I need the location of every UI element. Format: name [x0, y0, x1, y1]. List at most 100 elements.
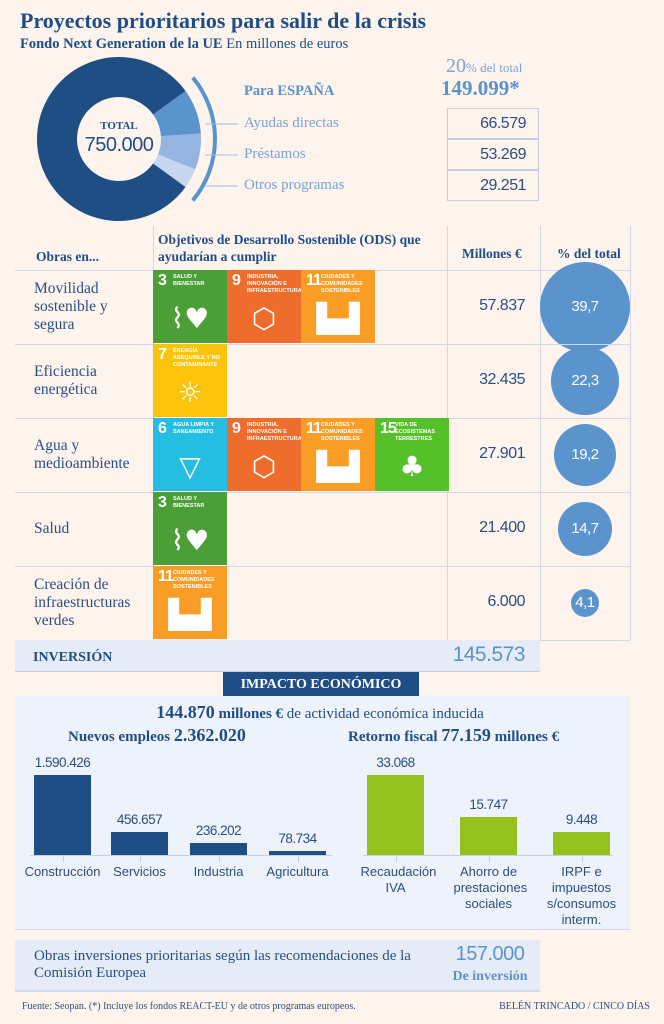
ods-tile-6: 6 Agua limpia y saneamiento ▽ — [153, 418, 227, 491]
bar — [190, 843, 247, 855]
row-millones: 57.837 — [479, 297, 525, 314]
ods-label: Ciudades y comunidades sostenibles — [321, 422, 363, 442]
bar-value-label: 1.590.426 — [34, 755, 91, 770]
impacto-title: IMPACTO ECONÓMICO — [223, 672, 419, 696]
spain-pct-value: 20 — [446, 55, 466, 77]
bar-value-label: 236.202 — [195, 823, 242, 839]
row-label: Eficiencia energética — [34, 363, 98, 398]
ods-number: 3 — [158, 494, 167, 511]
bar-category-label: Industria — [193, 864, 244, 879]
segment-label: Préstamos — [244, 146, 306, 162]
cubes-icon: ⬡ — [251, 450, 277, 483]
ods-number: 3 — [158, 272, 167, 289]
pct-bubble: 22,3 — [551, 347, 619, 415]
tick — [62, 856, 64, 862]
segment-label: Ayudas directas — [244, 115, 339, 131]
buildings-icon: ▙▟ — [316, 302, 360, 335]
water-glass-icon: ▽ — [179, 450, 201, 483]
donut-total-value: 750.000 — [84, 134, 154, 156]
spain-pct: 20% del total — [446, 55, 522, 78]
bottom-value-label: De inversión — [452, 969, 528, 984]
bar-value-label: 15.747 — [469, 796, 508, 812]
ods-tile-9: 9 Industria, innovación e infraestructura… — [227, 418, 301, 491]
spain-bracket — [191, 76, 217, 202]
bar — [269, 851, 326, 855]
ods-tile-3: 3 Salud y bienestar ⌇♥ — [153, 492, 227, 565]
header-millones: Millones € — [462, 246, 522, 261]
empleos-total: 2.362.020 — [173, 725, 246, 745]
buildings-icon: ▙▟ — [316, 450, 360, 483]
row-millones: 27.901 — [479, 445, 525, 462]
ods-number: 11 — [306, 272, 322, 289]
pct-bubble: 39,7 — [540, 262, 630, 352]
ods-tile-9: 9 Industria, innovación e infraestructura… — [227, 270, 301, 343]
subtitle-bold: Fondo Next Generation de la UE — [20, 36, 223, 52]
headline-value: 144.870 — [156, 702, 215, 722]
pct-bubble: 14,7 — [557, 501, 613, 557]
bar — [460, 816, 517, 855]
pct-bubble: 19,2 — [553, 423, 617, 487]
ods-label: Vida de ecosistemas terrestres — [395, 422, 436, 442]
donut-slice — [158, 133, 201, 170]
row-label: Creación de infraestructuras verdes — [34, 576, 131, 629]
ods-number: 11 — [158, 568, 174, 585]
tick — [395, 856, 397, 862]
bar-value-label: 456.657 — [116, 812, 163, 828]
divider — [540, 226, 541, 640]
bar-category-label: Ahorro de prestaciones sociales — [453, 864, 528, 911]
tick — [488, 856, 490, 862]
spain-pct-suffix: % del total — [466, 60, 523, 75]
tick — [218, 856, 220, 862]
retorno-total: 77.159 — [441, 725, 491, 745]
row-divider — [15, 492, 630, 493]
bottom-box: Obras inversiones prioritarias según las… — [15, 940, 540, 992]
donut-total-label: TOTAL — [100, 120, 138, 132]
header-obras: Obras en... — [36, 249, 100, 264]
ods-tile-11: 11 Ciudades y comunidades sostenibles ▙▟ — [301, 418, 375, 491]
baseline — [30, 855, 332, 856]
tick — [581, 856, 583, 862]
segment-value: 53.269 — [447, 139, 539, 170]
ods-number: 9 — [232, 272, 241, 289]
row-millones: 6.000 — [487, 593, 525, 610]
row-divider — [15, 344, 630, 345]
ods-number: 15 — [380, 420, 397, 437]
heartbeat-icon: ⌇♥ — [170, 524, 210, 557]
bar — [553, 832, 610, 855]
segment-label: Otros programas — [244, 177, 345, 193]
pct-bubble: 4,1 — [570, 588, 600, 618]
subtitle-unit: En millones de euros — [226, 36, 349, 52]
headline-text: de actividad económica inducida — [286, 706, 484, 722]
page-title: Proyectos prioritarios para salir de la … — [20, 8, 427, 33]
row-label: Movilidad sostenible y segura — [34, 280, 108, 333]
ods-number: 7 — [158, 346, 167, 363]
retorno-label: Retorno fiscal — [348, 729, 438, 745]
row-divider — [15, 566, 630, 567]
segment-value: 66.579 — [447, 108, 539, 139]
bar-category-label: IRPF e impuestos s/consumos interm. — [546, 864, 617, 927]
segment-value: 29.251 — [447, 170, 539, 201]
ods-label: Ciudades y comunidades sostenibles — [321, 274, 363, 294]
ods-label: Salud y bienestar — [173, 496, 205, 509]
inversion-row: INVERSIÓN 145.573 — [15, 640, 540, 672]
bar-category-label: Agricultura — [266, 864, 329, 879]
credit: BELÉN TRINCADO / CINCO DÍAS — [499, 1001, 650, 1012]
ods-label: Agua limpia y saneamiento — [173, 422, 214, 435]
ods-tile-7: 7 Energía asequible y no contaminante ☼ — [153, 344, 227, 417]
ods-number: 9 — [232, 420, 241, 437]
bar — [367, 775, 424, 855]
bar-category-label: Servicios — [113, 864, 166, 879]
row-millones: 21.400 — [479, 519, 525, 536]
empleos-title: Nuevos empleos 2.362.020 — [68, 725, 246, 746]
donut-chart — [36, 56, 238, 221]
donut-slice — [153, 154, 196, 187]
sun-power-icon: ☼ — [177, 376, 203, 409]
inversion-label: INVERSIÓN — [33, 650, 113, 665]
bottom-text: Obras inversiones prioritarias según las… — [34, 948, 411, 981]
ods-tile-11: 11 Ciudades y comunidades sostenibles ▙▟ — [301, 270, 375, 343]
retorno-unit: millones € — [494, 729, 560, 745]
baseline — [363, 855, 613, 856]
empleos-label: Nuevos empleos — [68, 729, 171, 745]
ods-tile-3: 3 Salud y bienestar ⌇♥ — [153, 270, 227, 343]
row-millones: 32.435 — [479, 371, 525, 388]
